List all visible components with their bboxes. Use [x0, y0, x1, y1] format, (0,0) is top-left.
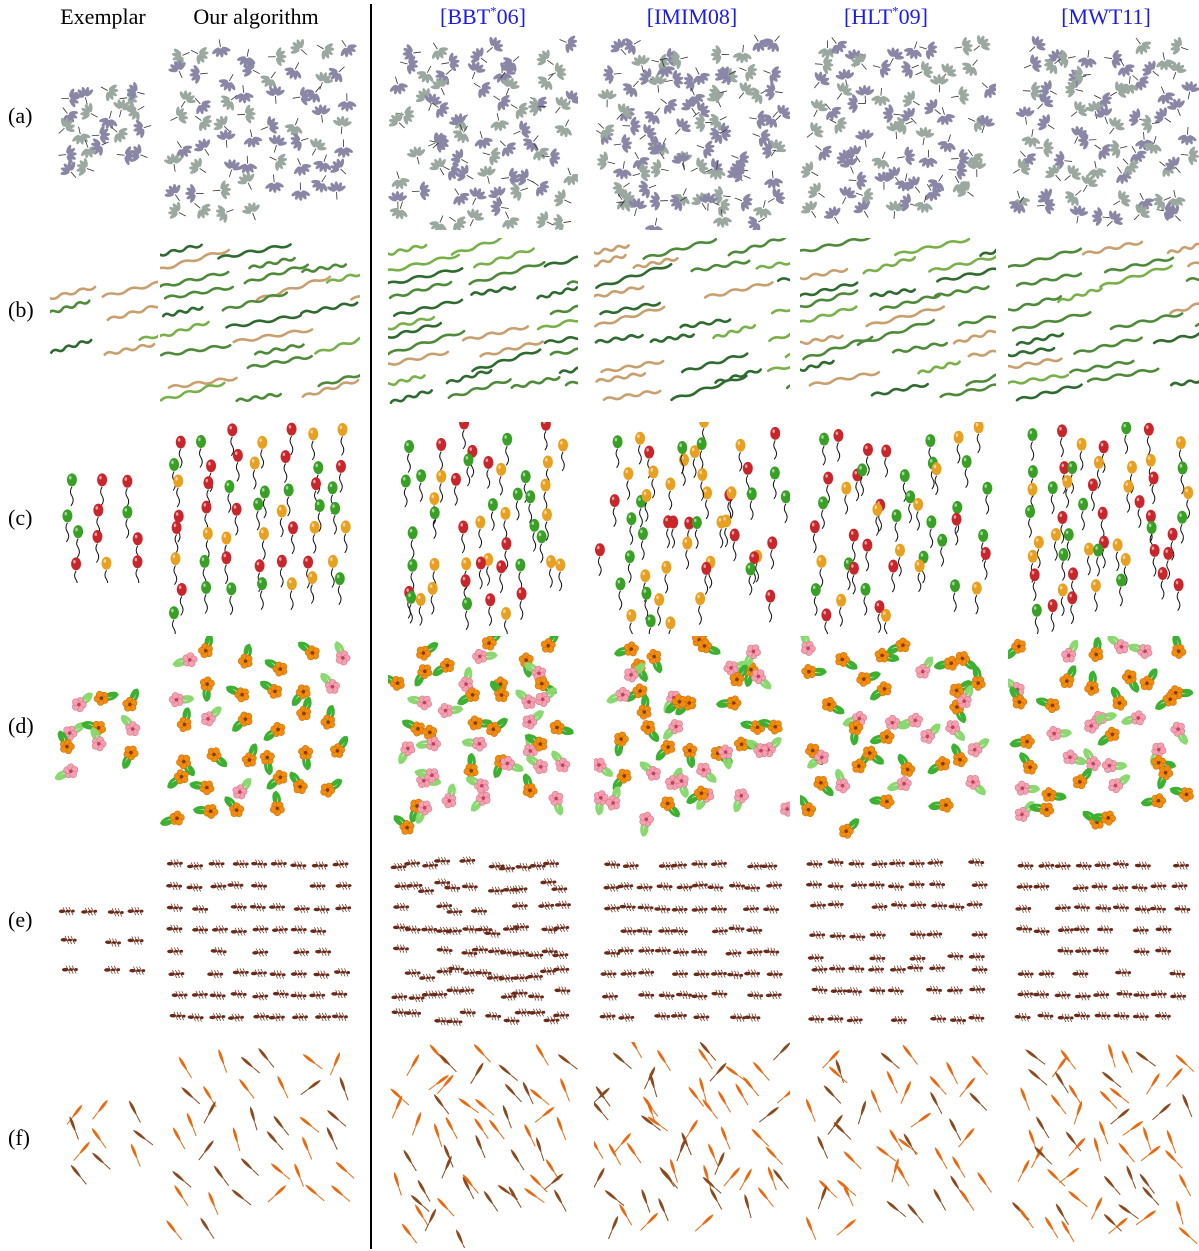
pattern-flowers — [388, 636, 574, 835]
column-header-exemplar: Exemplar — [60, 2, 146, 32]
panel-c-mwt11 — [1008, 422, 1199, 634]
row-label-f: (f) — [8, 1125, 30, 1150]
panel-c-ours — [160, 422, 360, 634]
column-header-mwt11[interactable]: [MWT11] — [1061, 2, 1151, 32]
column-header-label: [IMIM08] — [646, 4, 738, 29]
column-header-ours: Our algorithm — [193, 2, 318, 32]
panel-d-exemplar — [50, 683, 158, 793]
column-header-label: Exemplar — [60, 4, 146, 29]
pattern-feathers — [805, 1044, 992, 1240]
row-label-b: (b) — [8, 297, 34, 322]
pattern-balloons — [62, 473, 143, 583]
pattern-balloons — [168, 422, 351, 634]
pattern-leaves — [800, 35, 996, 224]
column-header-tail: 09] — [898, 4, 928, 29]
pattern-leaves — [595, 34, 790, 230]
column-header-sup: * — [490, 3, 497, 19]
panel-b-hlt09 — [800, 238, 996, 416]
pattern-ants — [390, 856, 571, 1026]
panel-b-exemplar — [50, 278, 158, 376]
pattern-leaves — [163, 38, 357, 223]
panel-e-hlt09 — [800, 846, 996, 1036]
panel-e-ours — [160, 846, 360, 1036]
pattern-feathers — [66, 1099, 154, 1185]
row-label-e: (e) — [8, 907, 33, 932]
panel-b-bbt06 — [388, 238, 578, 416]
panel-f-ours — [160, 1042, 360, 1248]
pattern-ants — [1014, 859, 1191, 1023]
panel-b-mwt11 — [1008, 238, 1199, 416]
pattern-ants — [166, 859, 352, 1022]
pattern-leaves — [388, 35, 578, 230]
panel-d-ours — [160, 636, 360, 840]
panel-e-mwt11 — [1008, 846, 1199, 1036]
column-header-bbt06[interactable]: [BBT*06] — [440, 2, 526, 32]
pattern-flowers — [594, 636, 790, 837]
column-header-imim08[interactable]: [IMIM08] — [647, 2, 737, 32]
pattern-balloons — [809, 422, 993, 634]
panel-c-hlt09 — [800, 422, 996, 634]
pattern-feathers — [166, 1047, 355, 1241]
pattern-ants — [599, 859, 783, 1022]
column-header-hlt09[interactable]: [HLT*09] — [844, 2, 928, 32]
pattern-balloons — [1025, 422, 1194, 634]
panel-d-imim08 — [594, 636, 790, 840]
column-header-label: [HLT — [844, 4, 893, 29]
panel-a-bbt06 — [388, 34, 578, 230]
pattern-snakes — [160, 243, 360, 403]
column-divider — [370, 4, 372, 1249]
panel-e-exemplar — [50, 889, 158, 994]
panel-b-imim08 — [594, 238, 790, 416]
panel-a-exemplar — [50, 78, 158, 186]
panel-c-bbt06 — [388, 422, 578, 634]
row-label-d: (d) — [8, 713, 34, 738]
pattern-snakes — [50, 278, 158, 356]
panel-f-exemplar — [50, 1090, 158, 1200]
pattern-flowers — [1008, 636, 1194, 830]
panel-d-bbt06 — [388, 636, 578, 840]
pattern-ants — [805, 857, 988, 1025]
row-label-c: (c) — [8, 505, 33, 530]
pattern-feathers — [390, 1043, 578, 1248]
panel-d-hlt09 — [800, 636, 996, 840]
panel-a-imim08 — [594, 34, 790, 230]
panel-a-hlt09 — [800, 34, 996, 230]
pattern-snakes — [388, 238, 578, 404]
pattern-flowers — [800, 636, 990, 839]
panel-d-mwt11 — [1008, 636, 1199, 840]
column-header-tail: 06] — [496, 4, 526, 29]
pattern-feathers — [1011, 1043, 1198, 1245]
column-header-label: Our algorithm — [193, 4, 319, 29]
pattern-snakes — [1008, 240, 1199, 402]
panel-c-imim08 — [594, 422, 790, 634]
pattern-leaves — [1008, 35, 1199, 227]
column-header-sup: * — [892, 3, 899, 19]
panel-b-ours — [160, 238, 360, 416]
panel-e-bbt06 — [388, 846, 578, 1036]
pattern-ants — [58, 906, 146, 975]
row-label-a: (a) — [8, 103, 33, 128]
pattern-balloons — [400, 422, 569, 634]
panel-c-exemplar — [50, 473, 158, 583]
pattern-flowers — [160, 636, 351, 826]
panel-f-bbt06 — [388, 1042, 578, 1248]
panel-e-imim08 — [594, 846, 790, 1036]
panel-a-mwt11 — [1008, 34, 1199, 230]
column-header-label: [MWT11] — [1061, 4, 1151, 29]
pattern-leaves — [58, 82, 152, 179]
panel-f-imim08 — [594, 1042, 790, 1248]
pattern-snakes — [594, 238, 790, 402]
column-header-label: [BBT — [440, 4, 491, 29]
pattern-balloons — [594, 422, 790, 634]
pattern-flowers — [54, 688, 141, 781]
panel-f-hlt09 — [800, 1042, 996, 1248]
panel-f-mwt11 — [1008, 1042, 1199, 1248]
panel-a-ours — [160, 34, 360, 230]
pattern-snakes — [800, 238, 996, 399]
pattern-feathers — [594, 1042, 790, 1240]
